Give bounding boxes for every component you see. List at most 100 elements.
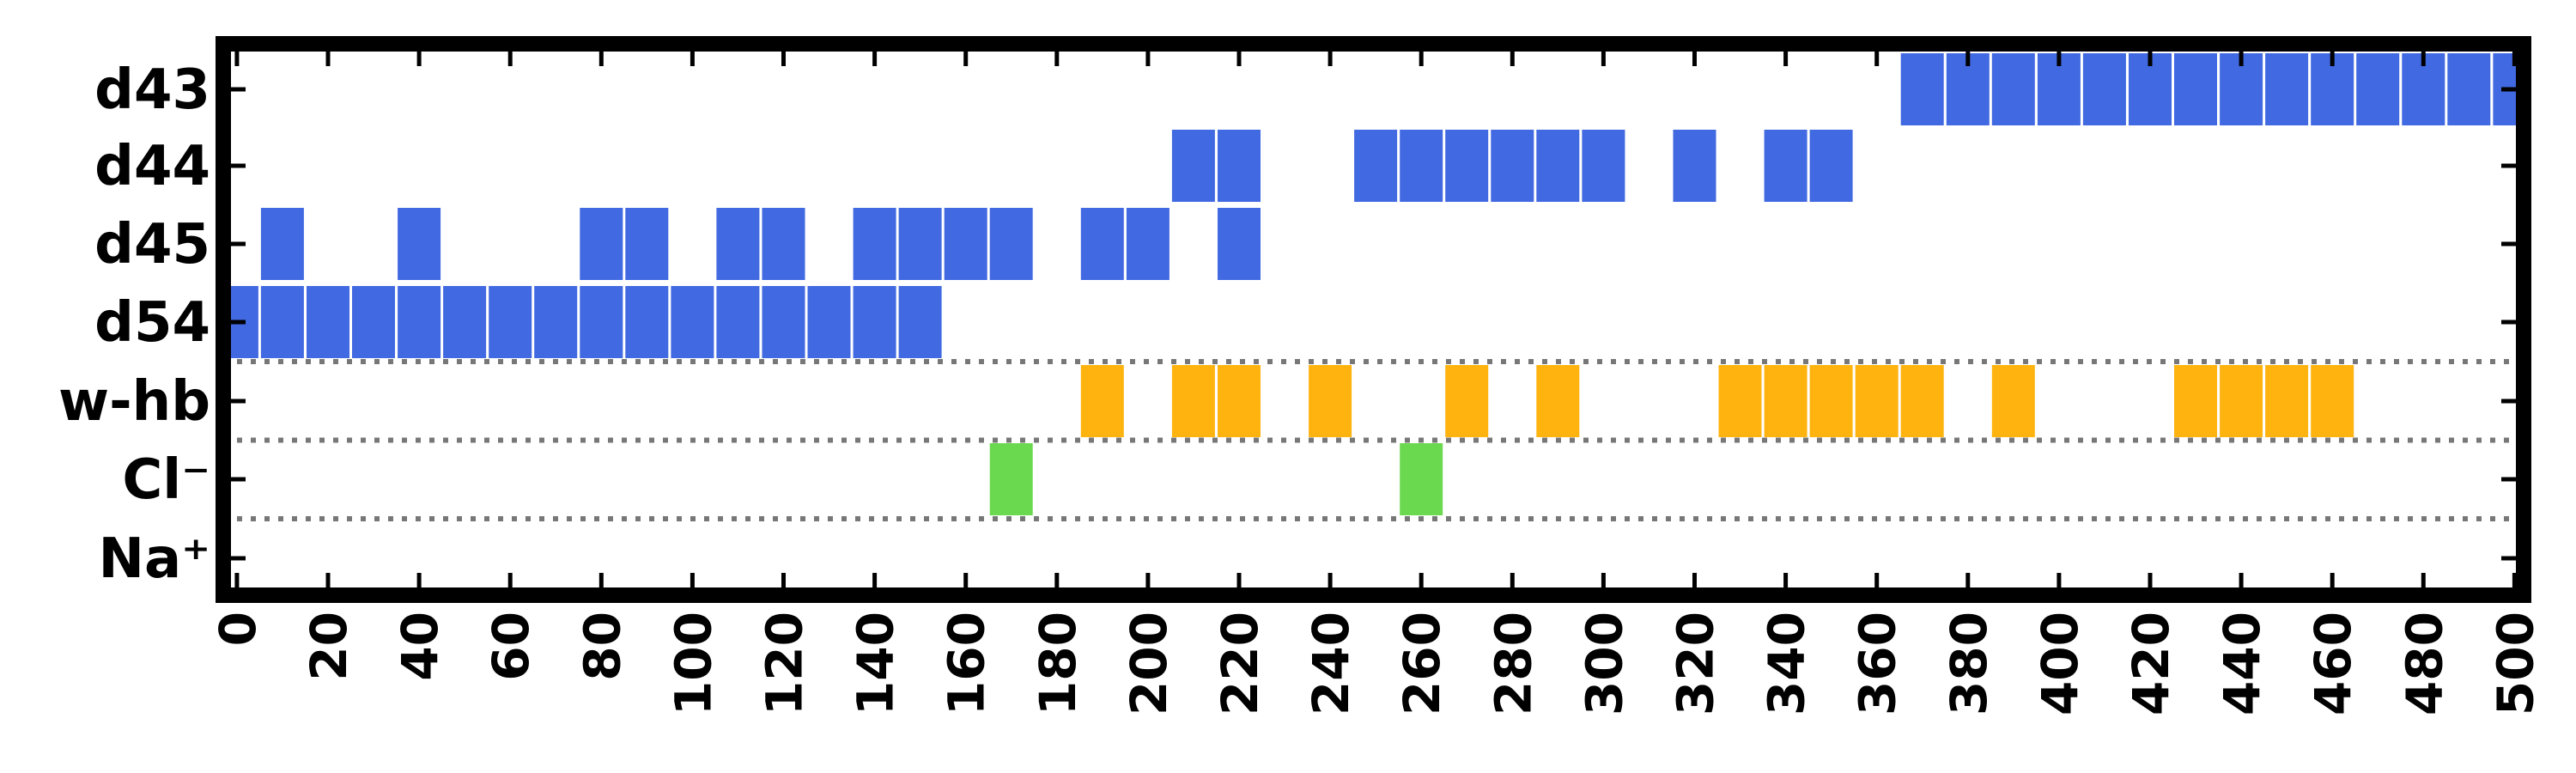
bin-d43-430 xyxy=(2174,53,2217,125)
bin-d43-470 xyxy=(2356,53,2400,125)
plot-frame xyxy=(216,36,2531,603)
x-label-40: 40 xyxy=(391,612,449,681)
bin-d45-150 xyxy=(898,208,942,280)
bin-whb-390 xyxy=(1991,365,2035,437)
bin-d45-80 xyxy=(580,208,623,280)
bin-whb-190 xyxy=(1080,365,1124,437)
bin-d43-490 xyxy=(2447,53,2491,125)
bin-Cl-260 xyxy=(1400,443,1443,515)
x-label-500: 500 xyxy=(2486,612,2544,715)
y-label-d54: d54 xyxy=(94,291,210,355)
x-label-80: 80 xyxy=(573,612,631,681)
x-label-160: 160 xyxy=(938,612,996,715)
bin-d45-190 xyxy=(1080,208,1124,280)
x-label-280: 280 xyxy=(1484,612,1542,715)
x-label-240: 240 xyxy=(1302,612,1360,715)
bin-d44-340 xyxy=(1764,130,1807,202)
y-label-Cl: Cl⁻ xyxy=(122,448,210,512)
bin-Cl-170 xyxy=(989,443,1033,515)
x-axis-labels: 0 20 40 60 80 100 120 140 160 180 200 220 240 260 280 3… xyxy=(209,612,2544,715)
x-label-220: 220 xyxy=(1211,612,1269,715)
data-bins xyxy=(223,53,2524,515)
x-label-340: 340 xyxy=(1758,612,1816,715)
bin-whb-210 xyxy=(1171,365,1215,437)
x-label-320: 320 xyxy=(1667,612,1725,715)
bin-d44-350 xyxy=(1809,130,1853,202)
x-label-460: 460 xyxy=(2304,612,2362,715)
bin-d44-270 xyxy=(1445,130,1489,202)
bin-d54-10 xyxy=(260,286,304,358)
x-label-120: 120 xyxy=(756,612,814,715)
x-label-440: 440 xyxy=(2213,612,2271,715)
x-label-20: 20 xyxy=(300,612,358,681)
bin-d54-40 xyxy=(398,286,441,358)
bin-d44-300 xyxy=(1582,130,1625,202)
bin-d44-320 xyxy=(1673,130,1716,202)
bin-d45-140 xyxy=(853,208,896,280)
x-label-400: 400 xyxy=(2031,612,2089,715)
bin-whb-450 xyxy=(2265,365,2309,437)
bin-d45-10 xyxy=(260,208,304,280)
y-label-d45: d45 xyxy=(94,213,210,277)
y-label-d44: d44 xyxy=(94,135,210,198)
bin-whb-340 xyxy=(1764,365,1807,437)
x-label-260: 260 xyxy=(1393,612,1451,715)
bin-d54-110 xyxy=(716,286,760,358)
bin-whb-460 xyxy=(2311,365,2354,437)
bin-d45-170 xyxy=(989,208,1033,280)
bin-d45-110 xyxy=(716,208,760,280)
bin-d44-280 xyxy=(1491,130,1534,202)
bin-d45-40 xyxy=(398,208,441,280)
bin-d54-50 xyxy=(443,286,487,358)
bin-d45-90 xyxy=(625,208,669,280)
x-label-300: 300 xyxy=(1575,612,1633,715)
bin-whb-350 xyxy=(1809,365,1853,437)
bin-d45-160 xyxy=(944,208,987,280)
bin-d54-20 xyxy=(307,286,349,358)
bin-d54-150 xyxy=(898,286,942,358)
y-axis-labels: d43 d44 d45 d54 w-hb Cl⁻ Na⁺ xyxy=(58,58,210,591)
bin-d45-220 xyxy=(1218,208,1261,280)
bin-d45-120 xyxy=(762,208,805,280)
bin-d54-90 xyxy=(625,286,669,358)
bin-d43-390 xyxy=(1991,53,2035,125)
bin-whb-330 xyxy=(1718,365,1762,437)
bin-whb-440 xyxy=(2220,365,2263,437)
x-label-0: 0 xyxy=(209,612,267,646)
bin-d43-410 xyxy=(2082,53,2126,125)
bin-whb-220 xyxy=(1218,365,1261,437)
bin-d54-140 xyxy=(853,286,896,358)
bin-d45-200 xyxy=(1126,208,1170,280)
x-label-140: 140 xyxy=(847,612,905,715)
bin-d44-290 xyxy=(1536,130,1580,202)
bin-d54-80 xyxy=(580,286,623,358)
bin-d54-70 xyxy=(534,286,578,358)
bin-d54-130 xyxy=(807,286,851,358)
bin-d44-260 xyxy=(1400,130,1443,202)
bin-d54-30 xyxy=(352,286,395,358)
y-label-Na: Na⁺ xyxy=(98,527,210,591)
bin-whb-270 xyxy=(1445,365,1489,437)
x-label-420: 420 xyxy=(2122,612,2180,715)
x-label-200: 200 xyxy=(1120,612,1178,715)
bin-d44-250 xyxy=(1354,130,1398,202)
x-label-480: 480 xyxy=(2395,612,2453,715)
bin-whb-370 xyxy=(1900,365,1944,437)
bin-whb-430 xyxy=(2174,365,2217,437)
bin-d54-120 xyxy=(762,286,805,358)
bin-d43-370 xyxy=(1900,53,1944,125)
x-label-360: 360 xyxy=(1849,612,1907,715)
x-label-380: 380 xyxy=(1940,612,1998,715)
bin-d44-210 xyxy=(1171,130,1215,202)
bin-whb-360 xyxy=(1855,365,1899,437)
x-label-180: 180 xyxy=(1029,612,1087,715)
x-label-100: 100 xyxy=(664,612,722,715)
bin-d54-100 xyxy=(671,286,714,358)
bin-whb-240 xyxy=(1309,365,1352,437)
bin-d44-220 xyxy=(1218,130,1261,202)
y-label-d43: d43 xyxy=(94,58,210,122)
bin-d43-450 xyxy=(2265,53,2309,125)
bin-whb-290 xyxy=(1536,365,1580,437)
